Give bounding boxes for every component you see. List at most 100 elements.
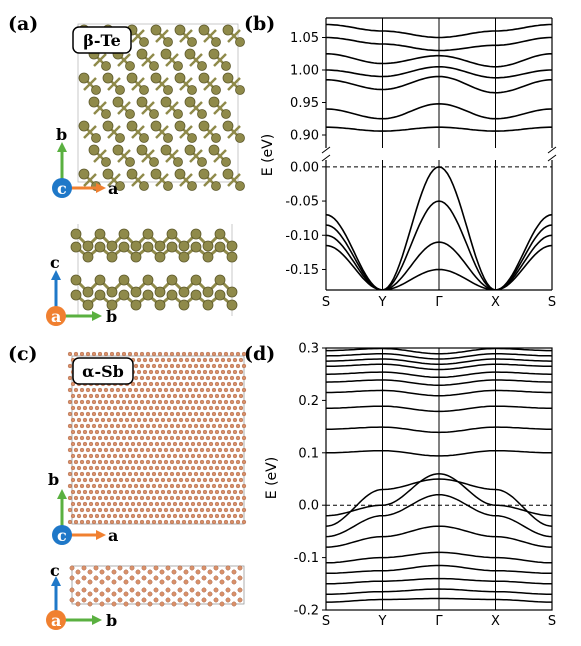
sb-atom <box>241 507 247 513</box>
sb-atom <box>154 453 160 459</box>
sb-atom <box>172 357 178 363</box>
sb-atom <box>99 569 105 575</box>
sb-atom <box>100 393 106 399</box>
sb-atom <box>106 441 112 447</box>
sb-atom <box>79 495 85 501</box>
sb-atom <box>214 369 220 375</box>
sb-atom <box>187 471 193 477</box>
sb-atom <box>73 507 79 513</box>
sb-atom <box>199 495 205 501</box>
sb-atom <box>142 429 148 435</box>
sb-atom <box>103 399 109 405</box>
te-atom <box>173 61 183 71</box>
sb-atom <box>172 501 178 507</box>
sb-atom <box>136 429 142 435</box>
sb-atom <box>235 483 241 489</box>
sb-atom <box>69 597 75 603</box>
te-atom <box>173 157 183 167</box>
sb-atom <box>183 569 189 575</box>
sb-atom <box>226 465 232 471</box>
sb-atom <box>223 459 229 465</box>
sb-atom <box>223 363 229 369</box>
te-atom <box>173 109 183 119</box>
sb-atom <box>190 513 196 519</box>
sb-atom <box>151 447 157 453</box>
sb-atom <box>205 423 211 429</box>
sb-atom <box>226 417 232 423</box>
sb-atom <box>193 495 199 501</box>
sb-atom <box>136 357 142 363</box>
sb-atom <box>69 587 75 593</box>
sb-atom <box>208 381 214 387</box>
te-atom <box>197 61 207 71</box>
sb-atom <box>141 565 147 571</box>
te-atom <box>184 144 196 156</box>
sb-atom <box>151 507 157 513</box>
sb-atom <box>231 591 237 597</box>
te-atom <box>130 299 142 311</box>
sb-atom <box>151 399 157 405</box>
sb-atom <box>94 489 100 495</box>
sb-atom <box>205 459 211 465</box>
sb-atom <box>157 471 163 477</box>
sb-atom <box>187 459 193 465</box>
sb-atom <box>166 381 172 387</box>
sb-atom <box>148 417 154 423</box>
sb-atom <box>133 435 139 441</box>
te-atom <box>174 120 186 132</box>
sb-atom <box>67 507 73 513</box>
te-atom <box>211 85 221 95</box>
sb-atom <box>148 513 154 519</box>
sb-atom <box>67 495 73 501</box>
te-atom <box>102 72 114 84</box>
sb-atom <box>111 591 117 597</box>
sb-atom <box>103 507 109 513</box>
sb-atom <box>181 387 187 393</box>
sb-atom <box>100 513 106 519</box>
bond <box>227 173 241 187</box>
sb-atom <box>208 441 214 447</box>
sb-atom <box>151 519 157 525</box>
te-atom <box>197 157 207 167</box>
sb-atom <box>103 423 109 429</box>
sb-atom <box>166 357 172 363</box>
axis-break-mark <box>547 154 557 162</box>
sb-atom <box>235 435 241 441</box>
te-atom <box>154 299 166 311</box>
sb-atom <box>199 351 205 357</box>
sb-atom <box>97 471 103 477</box>
te-atom <box>142 289 154 301</box>
sb-atom <box>85 351 91 357</box>
sb-atom <box>67 423 73 429</box>
sb-atom <box>205 411 211 417</box>
sb-atom <box>99 579 105 585</box>
sb-atom <box>169 423 175 429</box>
sb-atom <box>139 471 145 477</box>
sb-atom <box>205 495 211 501</box>
te-atom <box>190 274 202 286</box>
sb-atom <box>79 351 85 357</box>
te-atom <box>166 274 178 286</box>
sb-atom <box>169 495 175 501</box>
sb-atom <box>199 459 205 465</box>
te-atom <box>88 96 100 108</box>
te-atom <box>149 109 159 119</box>
sb-atom <box>82 465 88 471</box>
cell-outline <box>71 565 245 605</box>
te-atom <box>94 228 106 240</box>
sb-atom <box>163 447 169 453</box>
te-atom <box>226 251 238 263</box>
sb-atom <box>133 507 139 513</box>
band-line <box>326 36 552 52</box>
sb-atom <box>183 601 189 607</box>
sb-atom <box>103 351 109 357</box>
sb-atom <box>151 411 157 417</box>
sb-atom <box>91 483 97 489</box>
sb-atom <box>195 569 201 575</box>
band-line <box>326 244 552 290</box>
sb-atom <box>79 471 85 477</box>
band-structure-b: 0.90 0.95 1.00 1.05 -0.15 -0.10 -0.05 0.00 S Y Γ X S… <box>260 17 557 310</box>
panel-label-d: (d) <box>244 343 275 365</box>
sb-atom <box>121 411 127 417</box>
sb-atom <box>70 381 76 387</box>
